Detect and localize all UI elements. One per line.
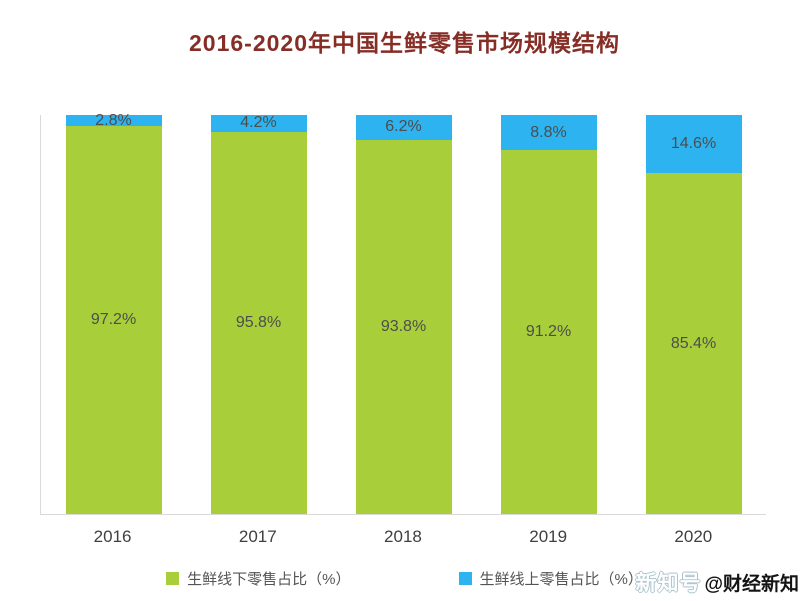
bar-segment-2018: 6.2% xyxy=(355,115,452,140)
bar-segment-2017: 4.2% xyxy=(210,114,307,132)
legend-swatch xyxy=(458,572,472,585)
bar-2016: 2.8% 97.2% xyxy=(65,112,162,514)
legend: 生鲜线下零售占比（%） 生鲜线上零售占比（%） xyxy=(0,568,809,589)
bar-2017: 4.2% 95.8% xyxy=(210,114,307,514)
bar-2018: 6.2% 93.8% xyxy=(355,115,452,514)
x-axis-label-2019: 2019 xyxy=(529,527,568,546)
x-axis-label-2016: 2016 xyxy=(93,527,132,546)
segment-value-label: 93.8% xyxy=(380,317,427,335)
x-axis-label-2020: 2020 xyxy=(674,527,713,546)
segment-value-label: 8.8% xyxy=(530,123,567,141)
watermark: 新知号 @财经新知 xyxy=(635,567,799,597)
bar-2020: 14.6% 85.4% xyxy=(645,115,742,514)
bar-segment-2019: 91.2% xyxy=(500,150,597,514)
bar-segment-2020: 85.4% xyxy=(645,173,742,514)
segment-value-label: 14.6% xyxy=(670,135,717,153)
segment-value-label: 95.8% xyxy=(235,313,282,331)
bar-segment-2019: 8.8% xyxy=(500,115,597,151)
bar-segment-2017: 95.8% xyxy=(210,131,307,514)
segment-value-label: 85.4% xyxy=(670,334,717,352)
chart-title: 2016-2020年中国生鲜零售市场规模结构 xyxy=(189,30,620,56)
legend-item: 生鲜线上零售占比（%） xyxy=(458,568,643,589)
bars-container: 2.8% 97.2% 4.2% 95.8% 6.2% 93.8% 8.8% 91.2% 14.6… xyxy=(41,112,766,514)
segment-value-label: 2.8% xyxy=(95,111,132,129)
legend-label: 生鲜线下零售占比（%） xyxy=(187,571,351,588)
legend-item: 生鲜线下零售占比（%） xyxy=(166,568,351,589)
legend-swatch xyxy=(166,572,180,585)
bar-segment-2018: 93.8% xyxy=(355,139,452,514)
watermark-handle: @财经新知 xyxy=(704,574,799,595)
bar-2019: 8.8% 91.2% xyxy=(500,115,597,514)
bar-segment-2020: 14.6% xyxy=(645,115,742,174)
x-axis-label-2018: 2018 xyxy=(384,527,422,546)
x-axis-label-2017: 2017 xyxy=(238,527,277,546)
legend-label: 生鲜线上零售占比（%） xyxy=(479,571,643,588)
bar-segment-2016: 2.8% xyxy=(65,112,162,129)
plot-area: 2.8% 97.2% 4.2% 95.8% 6.2% 93.8% 8.8% 91.2% 14.6… xyxy=(40,112,766,515)
segment-value-label: 91.2% xyxy=(525,323,572,341)
bar-segment-2016: 97.2% xyxy=(65,126,162,514)
segment-value-label: 6.2% xyxy=(385,118,422,136)
watermark-logo: 新知号 xyxy=(635,572,702,595)
segment-value-label: 97.2% xyxy=(90,311,137,329)
segment-value-label: 4.2% xyxy=(240,114,277,132)
x-axis-labels: 2016 2017 2018 2019 2020 xyxy=(40,527,766,547)
